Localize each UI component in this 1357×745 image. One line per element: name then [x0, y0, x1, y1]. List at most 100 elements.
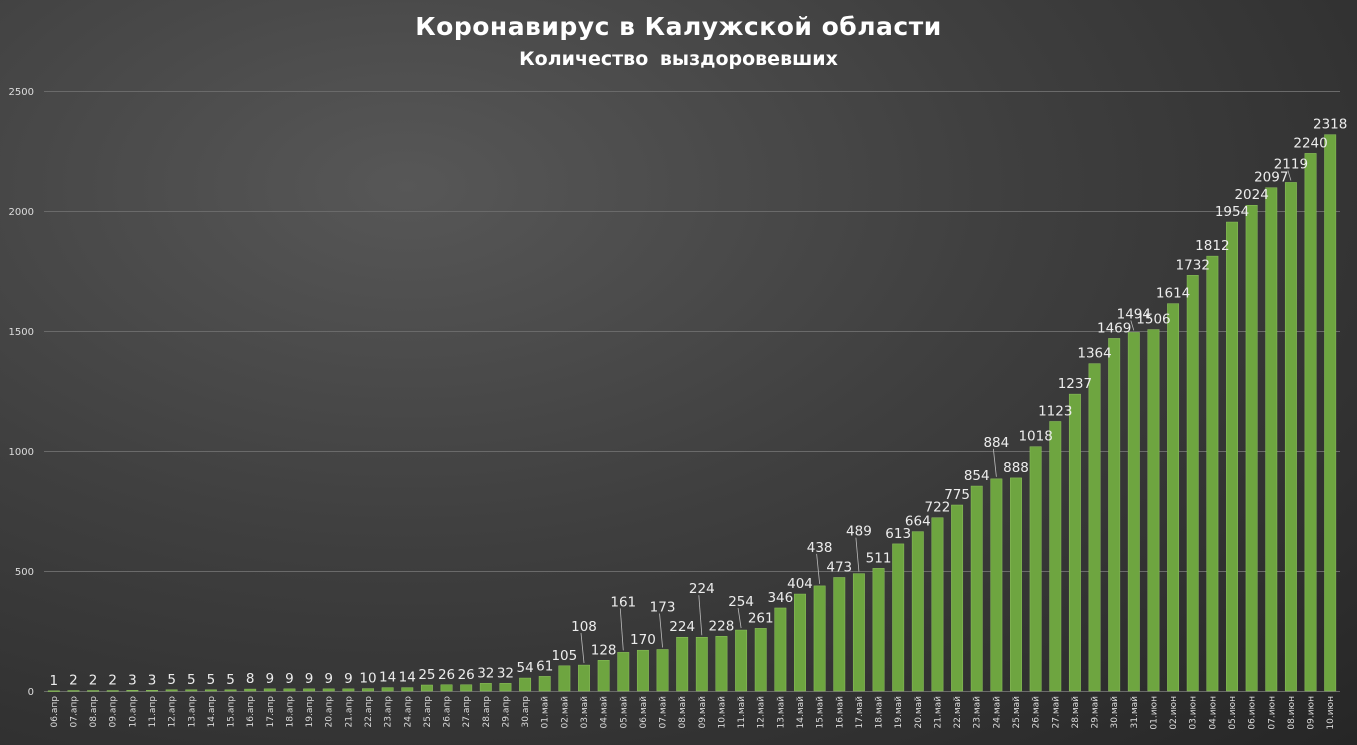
x-tick-label: 26.апр: [443, 696, 453, 728]
bar: [794, 593, 806, 692]
data-label: 173: [650, 599, 676, 615]
leader-line: [992, 448, 997, 477]
bar: [185, 689, 198, 692]
bar: [715, 636, 728, 692]
data-label: 1123: [1038, 403, 1072, 419]
bar: [1226, 221, 1238, 692]
data-label: 2097: [1254, 170, 1288, 186]
data-label: 1506: [1136, 312, 1170, 328]
data-label: 228: [709, 618, 735, 634]
bar: [754, 628, 767, 692]
bar: [519, 677, 532, 692]
bar: [460, 684, 473, 692]
data-label: 404: [787, 576, 813, 592]
bar: [813, 585, 826, 692]
data-label: 1018: [1018, 429, 1052, 445]
x-tick-label: 25.май: [1012, 696, 1022, 729]
leader-line: [816, 553, 821, 584]
data-label: 14: [399, 670, 416, 686]
data-label: 438: [807, 540, 833, 556]
data-label: 224: [669, 619, 695, 635]
x-tick-label: 02.май: [560, 696, 570, 729]
bar: [1284, 182, 1297, 692]
bar: [833, 577, 846, 692]
leader-line: [1130, 320, 1135, 331]
bar: [695, 636, 708, 692]
data-label: 2: [69, 673, 78, 689]
x-tick-label: 10.апр: [128, 696, 138, 728]
data-label: 888: [1003, 460, 1029, 476]
bar: [126, 690, 139, 692]
bar: [990, 478, 1003, 692]
data-label: 161: [610, 594, 636, 610]
data-label: 8: [246, 671, 255, 687]
data-label: 2240: [1293, 135, 1327, 151]
bar: [931, 517, 944, 692]
bar: [440, 684, 453, 692]
x-tick-label: 19.май: [894, 696, 904, 729]
data-label: 1732: [1176, 257, 1210, 273]
data-label: 489: [846, 524, 872, 540]
bar: [342, 688, 355, 692]
x-tick-label: 11.май: [737, 696, 747, 729]
x-tick-label: 07.июн: [1267, 696, 1277, 730]
x-tick-label: 17.апр: [266, 696, 276, 728]
data-label: 54: [516, 660, 533, 676]
x-tick-label: 13.май: [776, 696, 786, 729]
bar: [1265, 187, 1278, 692]
data-label: 5: [226, 672, 235, 688]
bar: [852, 573, 865, 692]
bars: [47, 134, 1337, 692]
bar: [1206, 255, 1219, 692]
x-tick-label: 13.апр: [187, 696, 197, 728]
x-tick-label: 27.апр: [462, 696, 472, 728]
data-label: 722: [925, 500, 951, 516]
x-tick-label: 21.май: [933, 696, 943, 729]
bar: [67, 690, 80, 692]
x-tick-label: 23.май: [973, 696, 983, 729]
bar: [47, 690, 60, 692]
x-tick-label: 08.июн: [1287, 696, 1297, 730]
bar: [892, 543, 905, 692]
x-tick-label: 18.май: [875, 696, 885, 729]
bar: [263, 688, 276, 692]
bar: [1186, 275, 1199, 692]
data-label: 2: [108, 673, 117, 689]
x-tick-label: 15.апр: [227, 696, 237, 728]
data-label: 9: [324, 671, 333, 687]
data-label: 1364: [1077, 346, 1111, 362]
leader-line: [855, 537, 860, 572]
bar: [224, 689, 237, 692]
data-label: 664: [905, 514, 931, 530]
bar: [636, 649, 649, 692]
bar: [676, 636, 689, 692]
bar: [617, 652, 630, 692]
x-tick-label: 28.апр: [482, 696, 492, 728]
x-tick-label: 15.май: [816, 696, 826, 729]
bar: [1147, 329, 1160, 692]
x-tick-label: 21.апр: [344, 696, 354, 728]
leader-line: [580, 633, 585, 664]
x-tick-label: 26.май: [1032, 696, 1042, 729]
data-label: 3: [148, 672, 157, 688]
x-tick-label: 08.май: [678, 696, 688, 729]
data-label: 1237: [1058, 376, 1092, 392]
x-tick-label: 20.апр: [325, 696, 335, 728]
x-tick-label: 22.апр: [364, 696, 374, 728]
data-label: 26: [458, 667, 475, 683]
x-tick-label: 06.июн: [1248, 696, 1258, 730]
bar: [420, 684, 433, 692]
bar: [970, 485, 983, 692]
x-tick-label: 31.май: [1130, 696, 1140, 729]
x-tick-label: 20.май: [914, 696, 924, 729]
data-label: 1469: [1097, 320, 1131, 336]
x-tick-label: 18.апр: [285, 696, 295, 728]
x-tick-label: 30.апр: [521, 696, 531, 728]
data-label: 473: [826, 559, 852, 575]
x-tick-label: 29.май: [1091, 696, 1101, 729]
data-label: 9: [305, 671, 314, 687]
y-tick-label: 0: [28, 687, 34, 698]
data-labels: 1 2 2 2 3 3 5 5 5 5 8 9 9 9 9 9 10 14 14 25 26 26 32 32 54 611051…: [50, 117, 1348, 689]
x-tick-label: 17.май: [855, 696, 865, 729]
data-label: 10: [359, 671, 376, 687]
